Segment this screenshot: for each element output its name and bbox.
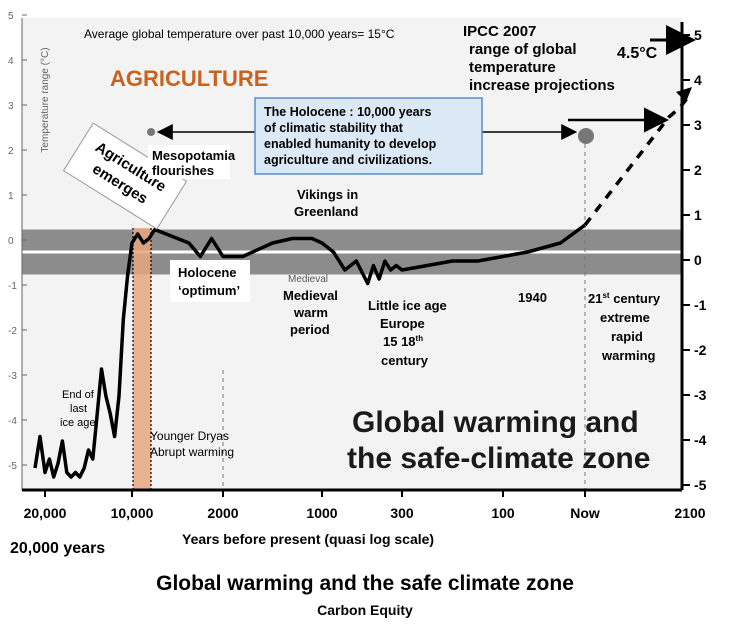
y-tick-right: 3 — [694, 117, 702, 133]
ipcc-label-1: IPCC 2007 — [463, 23, 536, 40]
y-tick-left: 2 — [8, 146, 14, 157]
now-marker — [578, 128, 594, 144]
x-tick-label: 10,000 — [111, 505, 154, 521]
vikings-label-2: Greenland — [294, 204, 358, 219]
century-label-1: 21st century — [588, 291, 661, 306]
ice-age-label-2: last — [70, 403, 87, 415]
little-ice-age-1: Little ice age — [368, 298, 447, 313]
x-ticks: 20,000 10,000 2000 1000 300 100 Now 2100 — [24, 490, 706, 521]
century-label-2: extreme — [600, 310, 650, 325]
medieval-faint-label: Medieval — [288, 274, 328, 285]
x-tick-label: 20,000 — [24, 505, 67, 521]
temperature-line — [33, 223, 587, 479]
projection-line — [583, 93, 692, 227]
caption-title: Global warming and the safe climate zone — [156, 572, 574, 595]
medieval-warm-3: period — [290, 322, 330, 337]
ice-age-label-1: End of — [62, 389, 95, 401]
chart-title-1: Global warming and — [352, 406, 639, 439]
ipcc-label-4: increase projections — [469, 77, 615, 94]
y-tick-right: 1 — [694, 207, 702, 223]
label-1940: 1940 — [518, 290, 547, 305]
x-tick-label: 100 — [491, 505, 515, 521]
chart-title-2: the safe-climate zone — [347, 442, 650, 475]
holocene-box-line-3: enabled humanity to develop — [264, 137, 437, 151]
y-tick-left: 1 — [8, 191, 14, 202]
y-tick-right: -4 — [694, 432, 707, 448]
ipcc-label-3: temperature — [469, 59, 556, 76]
y-ticks-left: 5 4 3 2 1 0 -1 -2 -3 -4 -5 — [8, 11, 27, 472]
y-tick-right: 4 — [694, 72, 702, 88]
vikings-label-1: Vikings in — [297, 187, 358, 202]
holocene-box-line-1: The Holocene : 10,000 years — [264, 105, 431, 119]
y-tick-right: -3 — [694, 387, 707, 403]
century-label-4: warming — [601, 348, 656, 363]
y-tick-right: -5 — [694, 477, 707, 493]
x-tick-label: 1000 — [306, 505, 337, 521]
holocene-box-line-4: agriculture and civilizations. — [264, 153, 432, 167]
y-tick-left: 3 — [8, 101, 14, 112]
y-ticks-right: 5 4 3 2 1 0 -1 -2 -3 -4 -5 — [682, 27, 707, 493]
medieval-warm-1: Medieval — [283, 288, 338, 303]
y-tick-right: 0 — [694, 252, 702, 268]
x-axis-label: Years before present (quasi log scale) — [182, 531, 434, 547]
projection-arrowhead — [676, 87, 692, 102]
y-tick-right: -2 — [694, 342, 707, 358]
y-tick-left: -3 — [8, 371, 17, 382]
x-tick-label: Now — [570, 505, 600, 521]
x-extra-label: 20,000 years — [10, 540, 105, 557]
x-tick-label: 2100 — [674, 505, 705, 521]
y-tick-left: -1 — [8, 281, 17, 292]
mesopotamia-label-2: flourishes — [152, 163, 214, 178]
y-tick-left: 5 — [8, 11, 14, 22]
x-tick-label: 2000 — [207, 505, 238, 521]
holocene-box — [254, 97, 483, 175]
y-tick-left: 0 — [8, 236, 14, 247]
medieval-warm-2: warm — [293, 305, 328, 320]
y-tick-right: -1 — [694, 297, 707, 313]
max-temp-label: 4.5°C — [617, 45, 658, 62]
avg-temp-note: Average global temperature over past 10,… — [84, 27, 395, 41]
y-axis-label: Temperature range (°C) — [40, 47, 51, 152]
mesopotamia-label-1: Mesopotamia — [152, 148, 236, 163]
y-tick-right: 5 — [694, 27, 702, 43]
younger-dryas-1: Younger Dryas — [150, 429, 229, 443]
y-tick-left: -5 — [8, 461, 17, 472]
y-tick-left: -2 — [8, 326, 17, 337]
century-label-3: rapid — [611, 329, 643, 344]
holocene-optimum-2: ‘optimum’ — [178, 283, 240, 298]
holocene-box-line-2: of climatic stability that — [264, 121, 404, 135]
agriculture-emerges-label: Agriculture emerges — [62, 122, 188, 230]
little-ice-age-3: 15 18th — [383, 334, 423, 349]
y-tick-right: 2 — [694, 162, 702, 178]
y-tick-left: 4 — [8, 56, 14, 67]
agriculture-label: AGRICULTURE — [110, 66, 268, 91]
little-ice-age-2: Europe — [380, 316, 425, 331]
little-ice-age-4: century — [381, 353, 429, 368]
x-tick-label: 300 — [390, 505, 414, 521]
ipcc-label-2: range of global — [469, 41, 577, 58]
mesopotamia-marker — [147, 128, 155, 136]
agriculture-bar — [133, 228, 151, 490]
y-tick-left: -4 — [8, 416, 17, 427]
ice-age-label-3: ice age — [60, 417, 95, 429]
holocene-optimum-1: Holocene — [178, 265, 237, 280]
caption-subtitle: Carbon Equity — [317, 602, 413, 618]
younger-dryas-2: Abrupt warming — [150, 445, 234, 459]
